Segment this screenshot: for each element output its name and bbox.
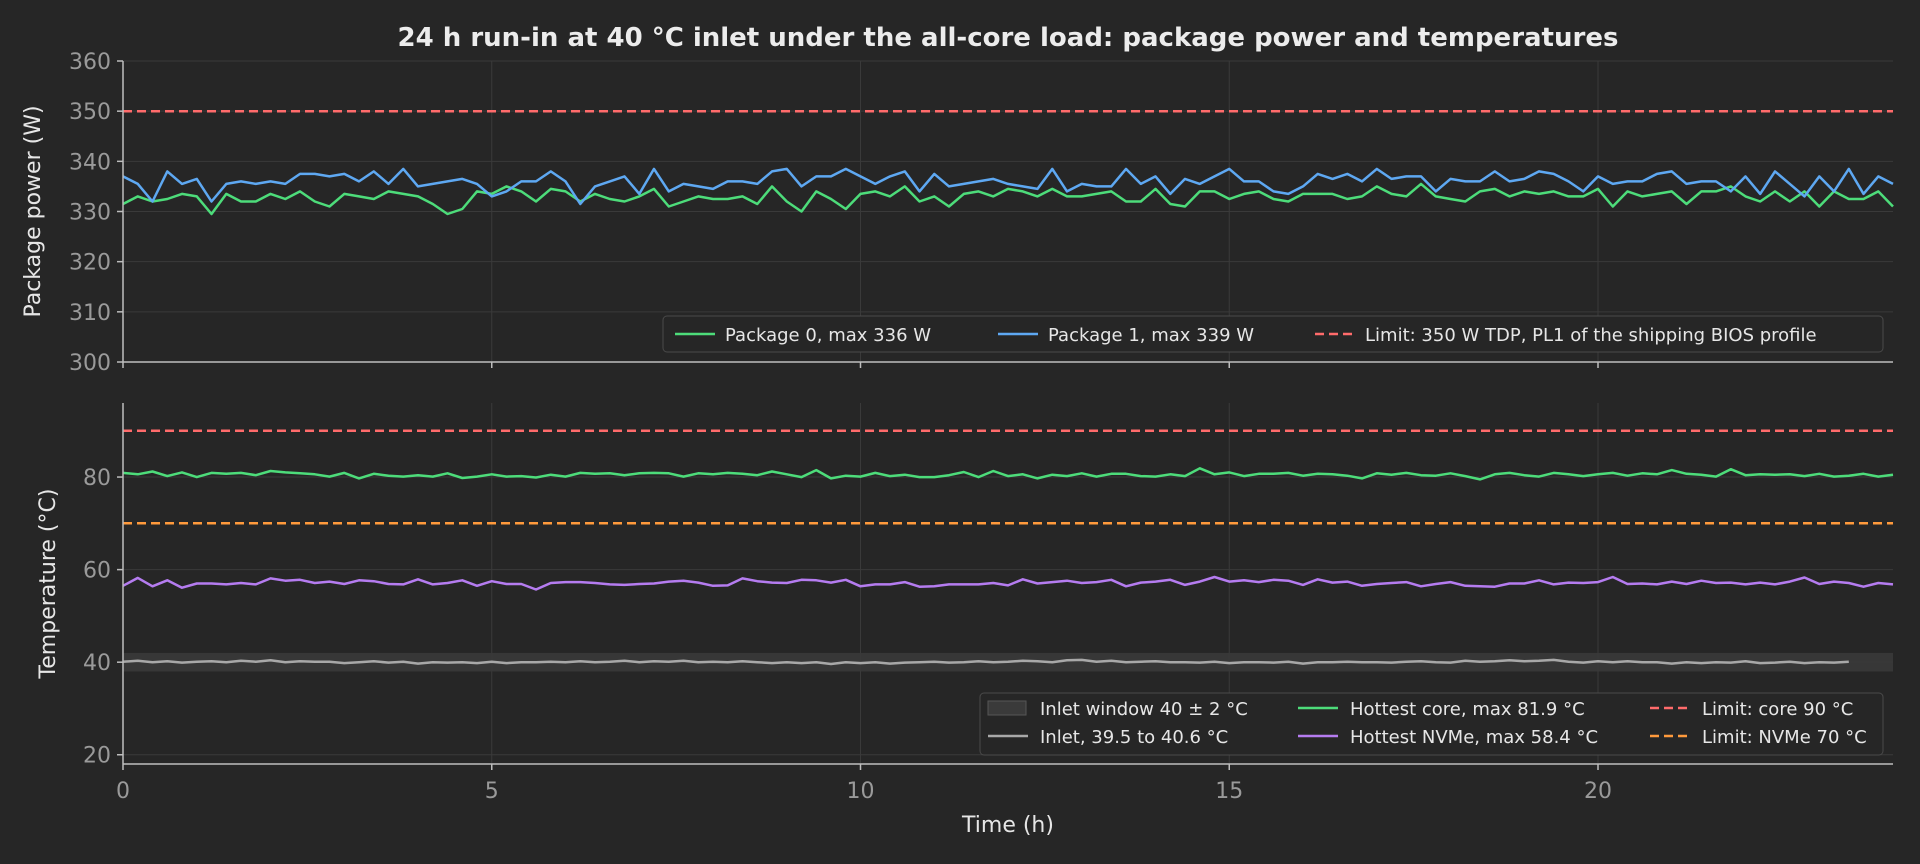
legend-entry: Package 1, max 339 W bbox=[1048, 325, 1254, 346]
y-axis-label: Package power (W) bbox=[21, 105, 46, 317]
x-tick-label: 15 bbox=[1215, 779, 1243, 804]
y-tick-label: 300 bbox=[69, 351, 111, 376]
legend-entry: Limit: 350 W TDP, PL1 of the shipping BI… bbox=[1365, 325, 1817, 346]
legend-entry: Inlet window 40 ± 2 °C bbox=[1040, 699, 1248, 720]
y-tick-label: 330 bbox=[69, 201, 111, 226]
y-tick-label: 60 bbox=[83, 559, 111, 584]
y-tick-label: 310 bbox=[69, 301, 111, 326]
temperature-panel: 20 40 60 80 0 5 10 15 20 Temperature (°C) Inlet wi… bbox=[36, 403, 1894, 804]
series-line bbox=[122, 575, 1894, 591]
x-tick-label: 10 bbox=[847, 779, 875, 804]
legend-box bbox=[662, 315, 1884, 353]
chart-title: 24 h run-in at 40 °C inlet under the all… bbox=[398, 23, 1619, 53]
y-tick-label: 350 bbox=[69, 100, 111, 125]
x-tick-label: 0 bbox=[116, 779, 130, 804]
legend-entry: Hottest core, max 81.9 °C bbox=[1350, 699, 1585, 720]
series-line bbox=[122, 167, 1894, 206]
x-tick-label: 20 bbox=[1584, 779, 1612, 804]
y-tick-label: 40 bbox=[83, 651, 111, 676]
legend: Package 0, max 336 W Package 1, max 339 W… bbox=[662, 315, 1884, 353]
y-axis-label: Temperature (°C) bbox=[36, 489, 61, 680]
y-tick-label: 80 bbox=[83, 466, 111, 491]
y-tick-label: 20 bbox=[83, 744, 111, 769]
legend-entry: Hottest NVMe, max 58.4 °C bbox=[1350, 727, 1598, 748]
series-line bbox=[122, 658, 1849, 666]
legend-entry: Limit: core 90 °C bbox=[1702, 699, 1853, 720]
legend-entry: Package 0, max 336 W bbox=[725, 325, 931, 346]
legend-swatch bbox=[987, 700, 1027, 716]
x-tick-label: 5 bbox=[485, 779, 499, 804]
power-panel: 300 310 320 330 340 350 360 Package power (W) Pa… bbox=[21, 50, 1894, 376]
series-line bbox=[122, 467, 1894, 481]
x-axis-label: Time (h) bbox=[961, 813, 1054, 838]
legend-entry: Limit: NVMe 70 °C bbox=[1702, 727, 1867, 748]
y-tick-label: 340 bbox=[69, 150, 111, 175]
y-tick-label: 320 bbox=[69, 251, 111, 276]
series-line bbox=[122, 182, 1894, 216]
y-tick-label: 360 bbox=[69, 50, 111, 75]
legend-entry: Inlet, 39.5 to 40.6 °C bbox=[1040, 727, 1228, 748]
legend: Inlet window 40 ± 2 °C Inlet, 39.5 to 40.… bbox=[979, 692, 1884, 756]
